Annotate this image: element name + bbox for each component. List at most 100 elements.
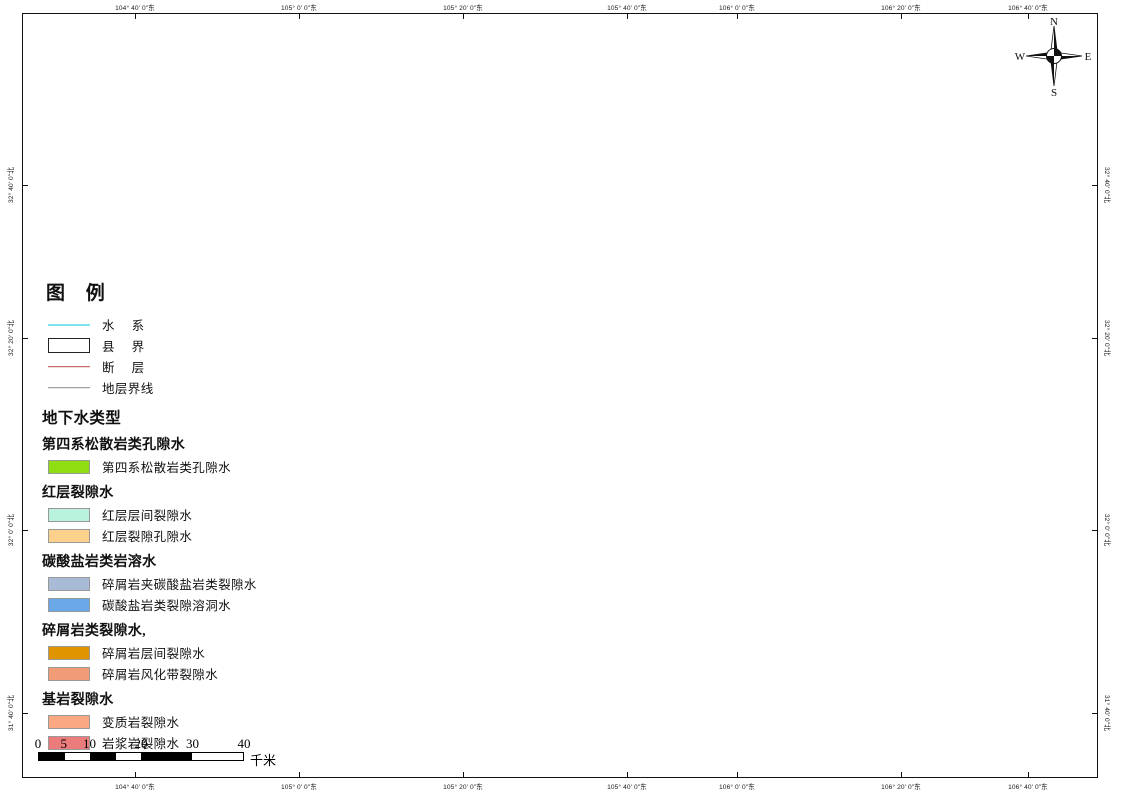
graticule-label-right: 32° 0' 0"北	[1103, 513, 1110, 547]
legend-group-heading-bedrock: 基岩裂隙水	[42, 693, 114, 708]
graticule-tick	[299, 772, 301, 778]
graticule-tick	[737, 13, 739, 19]
swatch-clastic-weathered	[48, 666, 90, 681]
scale-bar-segment	[39, 753, 65, 760]
graticule-tick	[135, 13, 137, 19]
graticule-tick	[1092, 185, 1098, 187]
legend-group-heading-carbonate: 碳酸盐岩类岩溶水	[42, 555, 157, 570]
graticule-tick	[627, 13, 629, 19]
legend-title: 图 例	[46, 283, 113, 304]
legend-label-fault: 断 层	[102, 361, 152, 375]
scale-bar-graphic	[38, 752, 244, 761]
legend-group-heading-quaternary: 第四系松散岩类孔隙水	[42, 438, 185, 453]
legend-item-metamorphic: 变质岩裂隙水	[42, 712, 272, 731]
graticule-tick	[1028, 13, 1030, 19]
legend-label-metamorphic: 变质岩裂隙水	[102, 716, 180, 730]
swatch-clastic-with-carbonate	[48, 576, 90, 591]
scale-bar-segment	[115, 753, 141, 760]
legend-panel: 图 例 水 系 县 界 断 层 地层界线 地下水类型 第四系松散岩类孔隙水 第四…	[42, 278, 272, 754]
legend-label-quaternary-pore: 第四系松散岩类孔隙水	[102, 461, 232, 475]
legend-label-county-boundary: 县 界	[102, 340, 152, 354]
legend-item-clastic-interlayer: 碎屑岩层间裂隙水	[42, 643, 272, 662]
graticule-label-right: 31° 40' 0"北	[1103, 695, 1110, 731]
swatch-redbed-interlayer	[48, 507, 90, 522]
strata-line-symbol	[48, 381, 90, 395]
graticule-label-top: 105° 40' 0"东	[607, 5, 647, 12]
water-line-symbol	[48, 318, 90, 332]
graticule-label-right: 32° 40' 0"北	[1103, 167, 1110, 203]
graticule-label-top: 105° 20' 0"东	[443, 5, 483, 12]
legend-item-carbonate-karst: 碳酸盐岩类裂隙溶洞水	[42, 595, 272, 614]
legend-item-water: 水 系	[42, 315, 272, 334]
compass-label-north: N	[1050, 16, 1058, 28]
swatch-clastic-interlayer	[48, 645, 90, 660]
fault-line-symbol	[48, 360, 90, 374]
legend-label-clastic-interlayer: 碎屑岩层间裂隙水	[102, 647, 206, 661]
compass-label-east: E	[1085, 51, 1092, 63]
graticule-label-bottom: 104° 40' 0"东	[115, 784, 155, 791]
graticule-tick	[22, 713, 28, 715]
legend-label-clastic-weathered: 碎屑岩风化带裂隙水	[102, 668, 219, 682]
county-boundary-symbol	[48, 338, 90, 353]
scale-bar-segment	[141, 753, 192, 760]
legend-item-magmatic: 岩浆岩裂隙水	[42, 733, 272, 752]
scale-bar: 0 5 10 20 30 40 千米	[34, 736, 288, 768]
graticule-tick	[463, 772, 465, 778]
graticule-label-bottom: 105° 20' 0"东	[443, 784, 483, 791]
graticule-label-bottom: 106° 20' 0"东	[881, 784, 921, 791]
legend-item-quaternary-pore: 第四系松散岩类孔隙水	[42, 457, 272, 476]
graticule-label-top: 106° 20' 0"东	[881, 5, 921, 12]
compass-rose: N S E W	[1012, 14, 1096, 98]
legend-label-redbed-interlayer: 红层层间裂隙水	[102, 509, 193, 523]
graticule-label-top: 104° 40' 0"东	[115, 5, 155, 12]
compass-label-south: S	[1051, 87, 1057, 98]
graticule-tick	[22, 530, 28, 532]
legend-item-strata: 地层界线	[42, 378, 272, 397]
graticule-tick	[1028, 772, 1030, 778]
legend-label-water: 水 系	[102, 319, 152, 333]
legend-label-magmatic: 岩浆岩裂隙水	[102, 737, 180, 751]
legend-label-clastic-with-carbonate: 碎屑岩夹碳酸盐岩类裂隙水	[102, 578, 257, 592]
scale-bar-segment	[192, 753, 243, 760]
graticule-label-top: 106° 0' 0"东	[719, 5, 755, 12]
legend-item-redbed-interlayer: 红层层间裂隙水	[42, 505, 272, 524]
scale-bar-numbers: 0 5 10 20 30 40	[34, 736, 288, 752]
scale-bar-tick-label: 10	[83, 736, 96, 751]
graticule-tick	[22, 185, 28, 187]
scale-bar-tick-label: 40	[237, 736, 251, 751]
scale-bar-tick-label: 30	[186, 736, 199, 751]
scale-bar-unit: 千米	[250, 753, 277, 768]
legend-item-clastic-weathered: 碎屑岩风化带裂隙水	[42, 664, 272, 683]
graticule-label-bottom: 106° 0' 0"东	[719, 784, 755, 791]
scale-bar-tick-label: 0	[34, 736, 42, 751]
legend-label-redbed-fissure-pore: 红层裂隙孔隙水	[102, 530, 193, 544]
legend-group-heading-clastic: 碎屑岩类裂隙水,	[42, 624, 146, 639]
graticule-label-top: 105° 0' 0"东	[281, 5, 317, 12]
graticule-label-bottom: 105° 0' 0"东	[281, 784, 317, 791]
legend-label-strata: 地层界线	[102, 382, 154, 396]
swatch-carbonate-karst	[48, 597, 90, 612]
graticule-tick	[901, 13, 903, 19]
graticule-tick	[22, 338, 28, 340]
swatch-metamorphic	[48, 714, 90, 729]
legend-groundwater-heading: 地下水类型	[42, 410, 122, 427]
legend-item-clastic-with-carbonate: 碎屑岩夹碳酸盐岩类裂隙水	[42, 574, 272, 593]
graticule-tick	[1092, 338, 1098, 340]
graticule-tick	[737, 772, 739, 778]
graticule-label-left: 32° 40' 0"北	[8, 167, 15, 203]
legend-item-fault: 断 层	[42, 357, 272, 376]
graticule-tick	[135, 772, 137, 778]
graticule-label-left: 31° 40' 0"北	[8, 695, 15, 731]
scale-bar-tick-label: 20	[134, 736, 148, 751]
legend-item-redbed-fissure-pore: 红层裂隙孔隙水	[42, 526, 272, 545]
graticule-label-left: 32° 0' 0"北	[8, 513, 15, 547]
graticule-label-bottom: 106° 40' 0"东	[1008, 784, 1048, 791]
swatch-magmatic	[48, 735, 90, 750]
swatch-quaternary-pore	[48, 459, 90, 474]
graticule-tick	[1092, 530, 1098, 532]
swatch-redbed-fissure-pore	[48, 528, 90, 543]
graticule-tick	[463, 13, 465, 19]
legend-label-carbonate-karst: 碳酸盐岩类裂隙溶洞水	[102, 599, 232, 613]
scale-bar-segment	[64, 753, 90, 760]
